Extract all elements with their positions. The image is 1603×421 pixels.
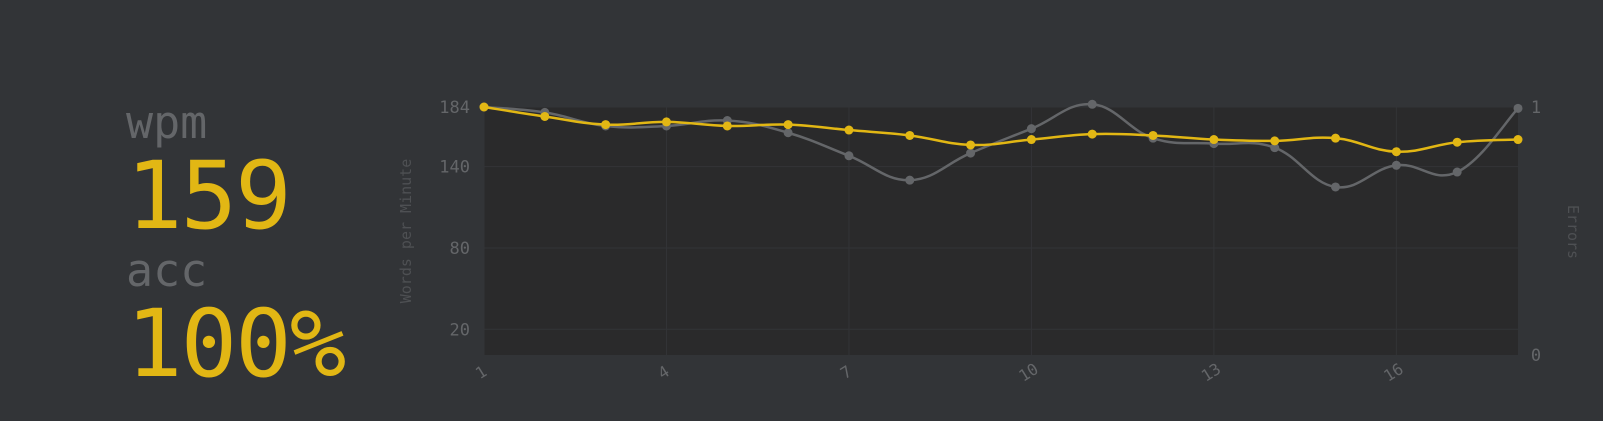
x-tick-label: 7 [837,362,855,383]
data-point-wpm [844,125,854,135]
data-point-wpm [1026,135,1036,145]
data-point-wpm [479,102,489,112]
y2-tick-label: 0 [1531,346,1541,366]
wpm-label: wpm [126,96,208,149]
y-tick-label: 80 [450,239,470,259]
stats-panel: wpm 159 acc 100% [126,98,396,394]
chart-series [479,99,1523,192]
chart-grid [483,106,1518,355]
data-point-raw [905,175,915,185]
x-tick-label: 13 [1198,359,1224,385]
data-point-wpm [1513,135,1523,145]
x-tick-label: 4 [654,362,672,383]
data-point-wpm [1331,133,1341,143]
plot-area [484,107,1518,355]
data-point-raw [844,151,854,161]
y-tick-label: 20 [450,320,470,340]
wpm-value: 159 [126,142,292,251]
data-point-wpm [1391,147,1401,157]
data-point-wpm [1087,129,1097,139]
data-point-raw [1513,103,1523,113]
data-point-wpm [661,117,671,127]
x-tick-label: 1 [472,362,490,383]
data-point-raw [1270,143,1280,153]
x-tick-label: 10 [1015,359,1041,385]
y-tick-label: 184 [439,98,470,118]
data-point-raw [1452,167,1462,177]
x-tick-label: 16 [1380,359,1406,385]
acc-value: 100% [126,290,346,399]
data-point-raw [966,148,976,158]
data-point-raw [783,128,793,138]
y-tick-label: 140 [439,158,470,178]
data-point-wpm [966,140,976,150]
y-axis-label: Words per Minute [397,159,415,304]
y2-tick-label: 1 [1531,98,1541,118]
data-point-wpm [1148,130,1158,140]
data-point-wpm [722,121,732,131]
data-point-raw [1391,160,1401,170]
data-point-wpm [783,120,793,130]
series-wpm [479,102,1523,157]
data-point-raw [1331,182,1341,192]
data-point-wpm [1452,137,1462,147]
y2-axis-label: Errors [1564,205,1582,259]
data-point-wpm [601,120,611,130]
data-point-wpm [1209,135,1219,145]
data-point-raw [1087,99,1097,109]
data-point-wpm [1270,136,1280,146]
data-point-wpm [540,111,550,121]
data-point-raw [1026,124,1036,134]
acc-label: acc [126,244,208,297]
data-point-wpm [905,130,915,140]
